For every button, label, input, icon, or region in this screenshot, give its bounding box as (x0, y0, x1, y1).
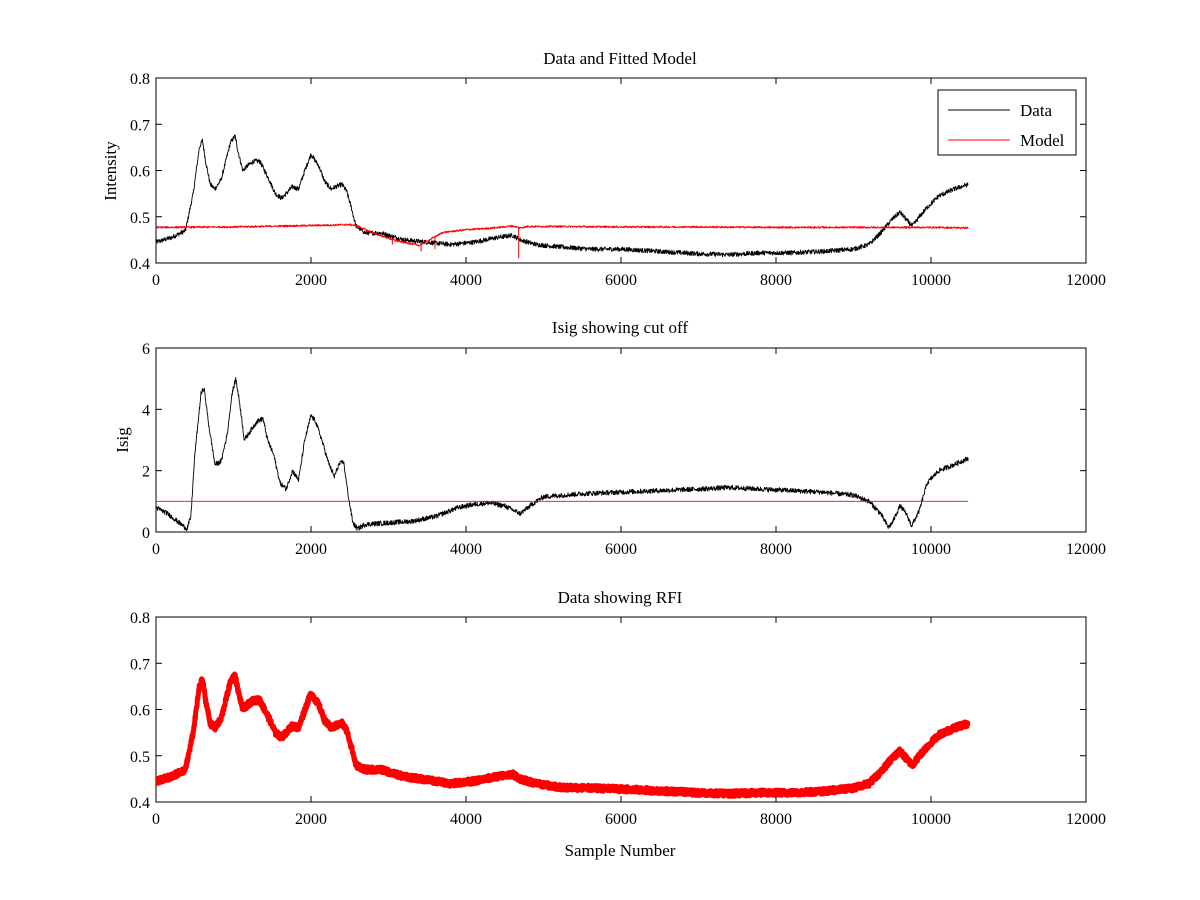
series-line-data-rfi-marked (156, 671, 971, 799)
x-tick-label: 10000 (911, 541, 951, 558)
panel-isig-showing-cut-off: Isig showing cut off Isig 0 2000 4000 6000 8… (113, 318, 1106, 558)
axes-box (155, 77, 1087, 264)
x-tick-label: 4000 (450, 272, 482, 289)
x-tick-label: 6000 (605, 811, 637, 828)
y-tick-label: 0.7 (130, 117, 150, 134)
x-tick-label: 4000 (450, 541, 482, 558)
x-tick-label: 2000 (295, 541, 327, 558)
panel-title: Data and Fitted Model (543, 49, 697, 68)
x-tick-label: 2000 (295, 811, 327, 828)
x-tick-label: 8000 (760, 541, 792, 558)
series-line-data (156, 134, 969, 258)
x-tick-label: 10000 (911, 811, 951, 828)
series-line-isig (156, 377, 969, 532)
x-tick-label: 8000 (760, 272, 792, 289)
y-tick-label: 4 (142, 402, 150, 419)
panel-title: Data showing RFI (558, 588, 683, 607)
y-tick-label: 0.5 (130, 749, 150, 766)
x-axis-label: Sample Number (565, 841, 676, 860)
plot-area: 0 2000 4000 6000 8000 10000 12000 0.4 0.5 0.6 0.7 0… (130, 71, 1106, 289)
y-axis-label: Intensity (101, 141, 120, 201)
x-tick-label: 0 (152, 541, 160, 558)
y-tick-label: 0.6 (130, 703, 150, 720)
y-tick-label: 0.8 (130, 610, 150, 627)
y-tick-label: 2 (142, 464, 150, 481)
y-tick-label: 0.6 (130, 164, 150, 181)
x-tick-label: 12000 (1066, 272, 1106, 289)
x-tick-label: 0 (152, 811, 160, 828)
x-tick-label: 12000 (1066, 541, 1106, 558)
panel-title: Isig showing cut off (552, 318, 688, 337)
y-axis-label: Isig (113, 427, 132, 453)
legend-label-data: Data (1020, 101, 1053, 120)
plot-area: 0 2000 4000 6000 8000 10000 12000 0.4 0.5 0.6 0.7 0… (130, 610, 1106, 828)
x-tick-label: 6000 (605, 541, 637, 558)
series-line-model (156, 223, 969, 247)
plot-area: 0 2000 4000 6000 8000 10000 12000 0 2 4 6 (142, 341, 1106, 558)
y-tick-label: 0.7 (130, 656, 150, 673)
x-tick-label: 0 (152, 272, 160, 289)
x-tick-label: 4000 (450, 811, 482, 828)
x-tick-label: 6000 (605, 272, 637, 289)
panel-data-and-fitted-model: Data and Fitted Model Intensity 0 2000 400… (101, 49, 1106, 289)
panel-data-showing-rfi: Data showing RFI Sample Number 0 2000 4000… (130, 588, 1106, 860)
legend: Data Model (937, 89, 1077, 156)
legend-box (937, 89, 1077, 156)
x-tick-label: 8000 (760, 811, 792, 828)
x-tick-label: 12000 (1066, 811, 1106, 828)
y-tick-label: 6 (142, 341, 150, 358)
y-tick-label: 0.4 (130, 256, 150, 273)
x-tick-label: 2000 (295, 272, 327, 289)
x-tick-label: 10000 (911, 272, 951, 289)
y-tick-label: 0.4 (130, 795, 150, 812)
legend-label-model: Model (1020, 131, 1065, 150)
y-tick-label: 0.5 (130, 210, 150, 227)
y-tick-label: 0 (142, 525, 150, 542)
axes-box (155, 347, 1087, 533)
y-tick-label: 0.8 (130, 71, 150, 88)
axes-box (155, 616, 1087, 803)
